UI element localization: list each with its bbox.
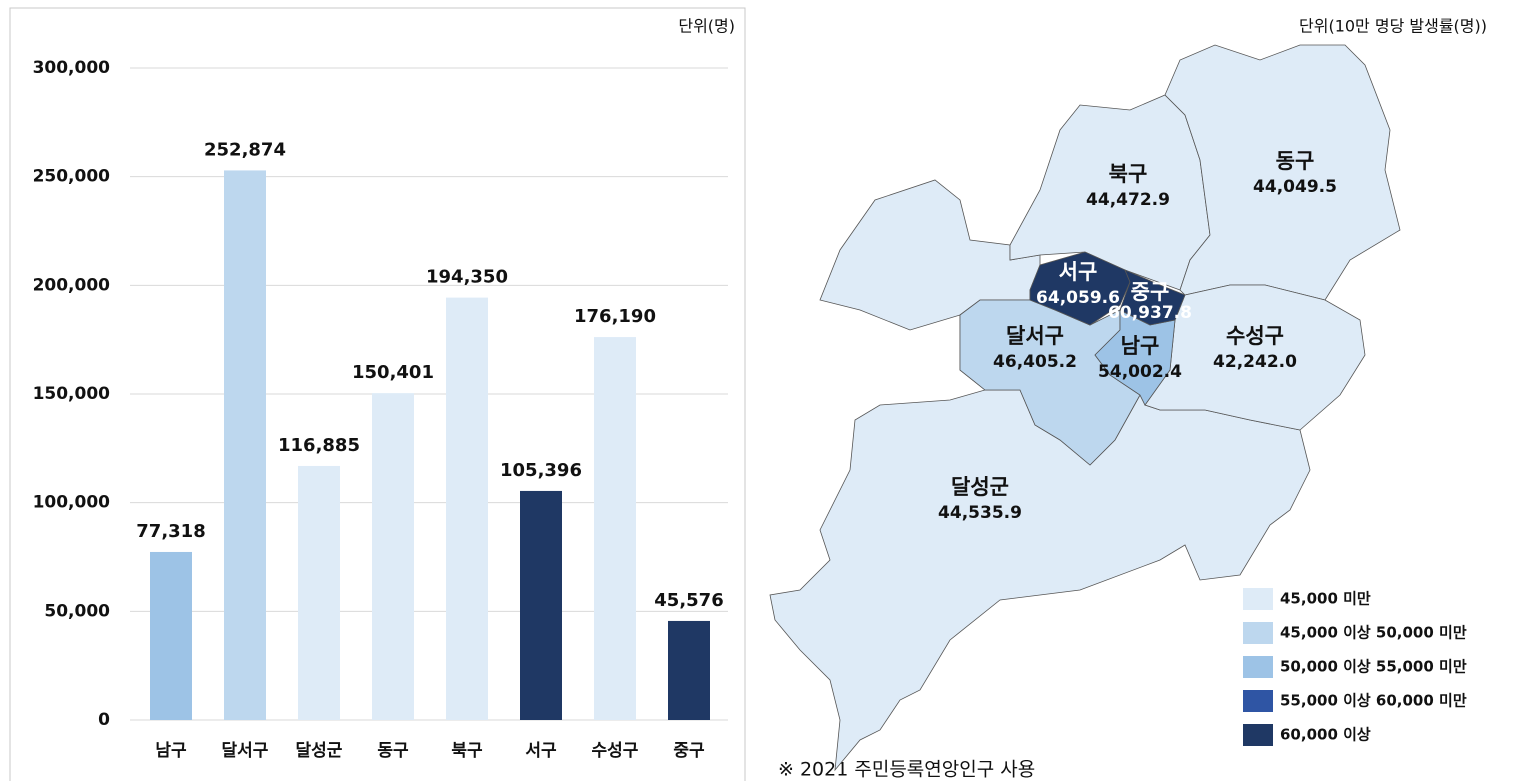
x-tick-label: 달서구 — [222, 740, 269, 761]
unit-label: 단위(명) — [678, 17, 735, 36]
region-value: 60,937.8 — [1108, 303, 1192, 323]
bar — [668, 620, 710, 720]
value-label: 252,874 — [204, 139, 286, 160]
region-value: 64,059.6 — [1036, 288, 1120, 308]
region-name: 남구 — [1121, 334, 1160, 358]
region-value: 44,535.9 — [938, 503, 1022, 523]
legend-swatch — [1243, 622, 1273, 644]
region-value: 54,002.4 — [1098, 362, 1182, 382]
y-tick-label: 300,000 — [33, 58, 111, 78]
y-tick-label: 250,000 — [33, 167, 111, 187]
bar — [224, 170, 266, 720]
x-tick-label: 수성구 — [592, 741, 639, 761]
region — [1029, 251, 1131, 326]
bar — [520, 490, 562, 720]
note: ※ 2021 주민등록연앙인구 사용 — [778, 759, 1035, 781]
region — [1094, 309, 1176, 406]
legend-label: 50,000 이상 55,000 미만 — [1280, 658, 1467, 676]
region-name: 달서구 — [1006, 324, 1064, 348]
legend-swatch — [1243, 656, 1273, 678]
region-name: 수성구 — [1226, 324, 1284, 348]
bar — [298, 465, 340, 720]
x-tick-label: 북구 — [451, 741, 483, 761]
legend-swatch — [1243, 588, 1273, 610]
x-tick-label: 중구 — [673, 741, 705, 761]
bar — [446, 297, 488, 720]
region-name: 중구 — [1131, 280, 1170, 304]
y-tick-label: 100,000 — [33, 493, 111, 513]
y-tick-label: 150,000 — [33, 384, 111, 404]
region-name: 서구 — [1059, 260, 1098, 284]
value-label: 45,576 — [654, 590, 723, 611]
panel-border — [9, 7, 746, 781]
region-value: 42,242.0 — [1213, 352, 1297, 372]
x-tick-label: 남구 — [155, 741, 187, 761]
region — [1164, 44, 1401, 301]
region-name: 북구 — [1109, 162, 1148, 186]
bar — [372, 393, 414, 720]
value-label: 77,318 — [136, 521, 205, 542]
legend-swatch — [1243, 690, 1273, 712]
x-tick-label: 동구 — [377, 741, 409, 761]
bar — [594, 337, 636, 720]
value-label: 150,401 — [352, 362, 434, 383]
x-tick-label: 서구 — [525, 741, 557, 761]
legend-label: 45,000 이상 50,000 미만 — [1280, 624, 1467, 642]
region-value: 46,405.2 — [993, 352, 1077, 372]
x-tick-label: 달성군 — [296, 740, 343, 761]
value-label: 116,885 — [278, 435, 360, 456]
value-label: 176,190 — [574, 306, 656, 327]
region-name: 달성군 — [951, 475, 1009, 499]
y-tick-label: 200,000 — [33, 275, 111, 295]
value-label: 105,396 — [500, 460, 582, 481]
legend-swatch — [1243, 724, 1273, 746]
region-value: 44,472.9 — [1086, 190, 1170, 210]
legend-label: 60,000 이상 — [1280, 726, 1371, 744]
region-value: 44,049.5 — [1253, 177, 1337, 197]
y-tick-label: 0 — [98, 710, 110, 730]
unit-label: 단위(10만 명당 발생률(명)) — [1299, 17, 1487, 36]
value-label: 194,350 — [426, 267, 508, 288]
region — [1119, 269, 1186, 326]
y-tick-label: 50,000 — [44, 601, 110, 621]
region-name: 동구 — [1276, 149, 1315, 173]
legend-label: 45,000 미만 — [1280, 590, 1371, 608]
legend-label: 55,000 이상 60,000 미만 — [1280, 692, 1467, 710]
bar — [150, 551, 192, 720]
